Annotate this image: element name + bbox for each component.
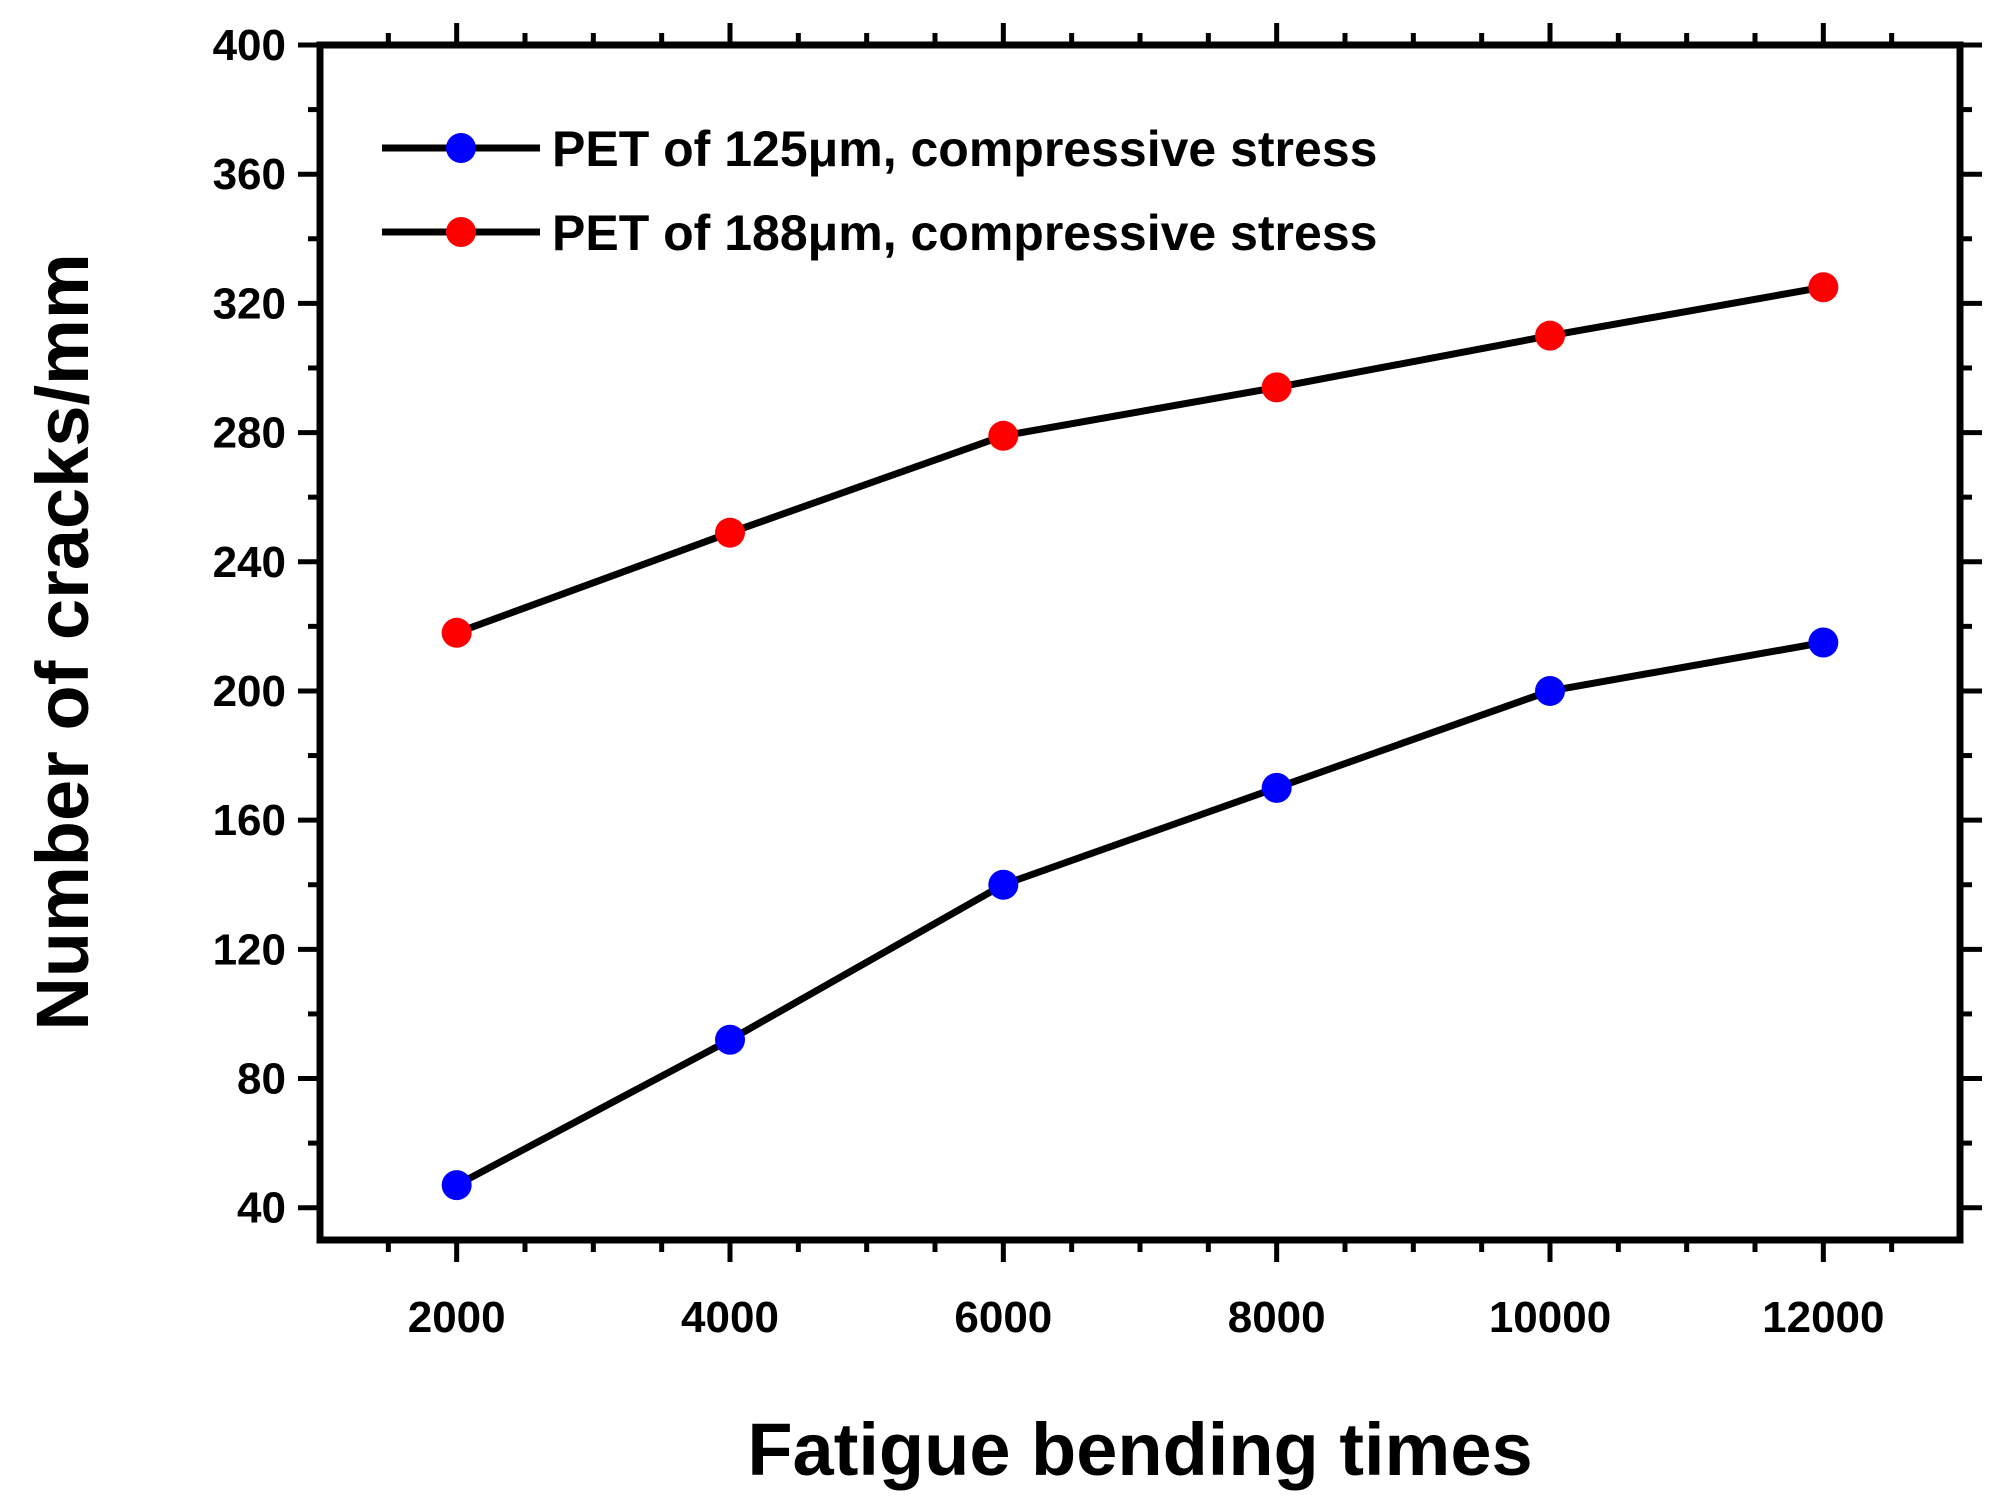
series-1-point — [441, 1170, 472, 1201]
y-tick-label: 200 — [213, 667, 286, 716]
x-tick-label: 12000 — [1762, 1293, 1884, 1342]
legend-marker-2 — [446, 217, 476, 247]
series-2-point — [988, 420, 1019, 451]
series-line-2 — [455, 283, 1824, 637]
series-1-point — [988, 869, 1019, 900]
y-tick-label: 320 — [213, 279, 286, 328]
legend-marker-1 — [446, 133, 476, 163]
y-axis-title: Number of cracks/mm — [21, 253, 104, 1030]
series-2-point — [1535, 320, 1565, 351]
series-line-1 — [455, 639, 1824, 1189]
axis-tick-labels: 2000 4000 6000 8000 10000 12000 40 80 120 160 200 2… — [213, 21, 1885, 1342]
y-tick-label: 80 — [237, 1055, 286, 1104]
series-2-point — [1808, 272, 1839, 303]
series-1-point — [1808, 627, 1839, 658]
x-tick-label: 8000 — [1228, 1293, 1326, 1342]
series-markers — [441, 272, 1839, 1201]
x-tick-label: 10000 — [1489, 1293, 1611, 1342]
y-tick-label: 240 — [213, 538, 286, 587]
legend: PET of 125μm, compressive stress PET of 1… — [382, 121, 1377, 261]
series-lines — [455, 283, 1824, 1189]
y-tick-label: 120 — [213, 925, 286, 974]
x-axis-title: Fatigue bending times — [747, 1408, 1532, 1491]
y-tick-label: 360 — [213, 150, 286, 199]
x-tick-label: 2000 — [408, 1293, 506, 1342]
y-tick-label: 280 — [213, 409, 286, 458]
y-tick-label: 40 — [237, 1184, 286, 1233]
series-2-point — [441, 617, 472, 648]
series-2-point — [715, 517, 745, 548]
series-1-point — [715, 1024, 745, 1055]
y-tick-label: 400 — [213, 21, 286, 70]
axis-ticks — [298, 23, 1982, 1262]
series-1-point — [1535, 675, 1565, 706]
series-1-point — [1261, 772, 1292, 803]
x-tick-label: 6000 — [954, 1293, 1052, 1342]
x-tick-label: 4000 — [681, 1293, 779, 1342]
series-2-point — [1261, 372, 1292, 403]
legend-label-2: PET of 188μm, compressive stress — [552, 205, 1377, 261]
y-tick-label: 160 — [213, 796, 286, 845]
legend-label-1: PET of 125μm, compressive stress — [552, 121, 1377, 177]
